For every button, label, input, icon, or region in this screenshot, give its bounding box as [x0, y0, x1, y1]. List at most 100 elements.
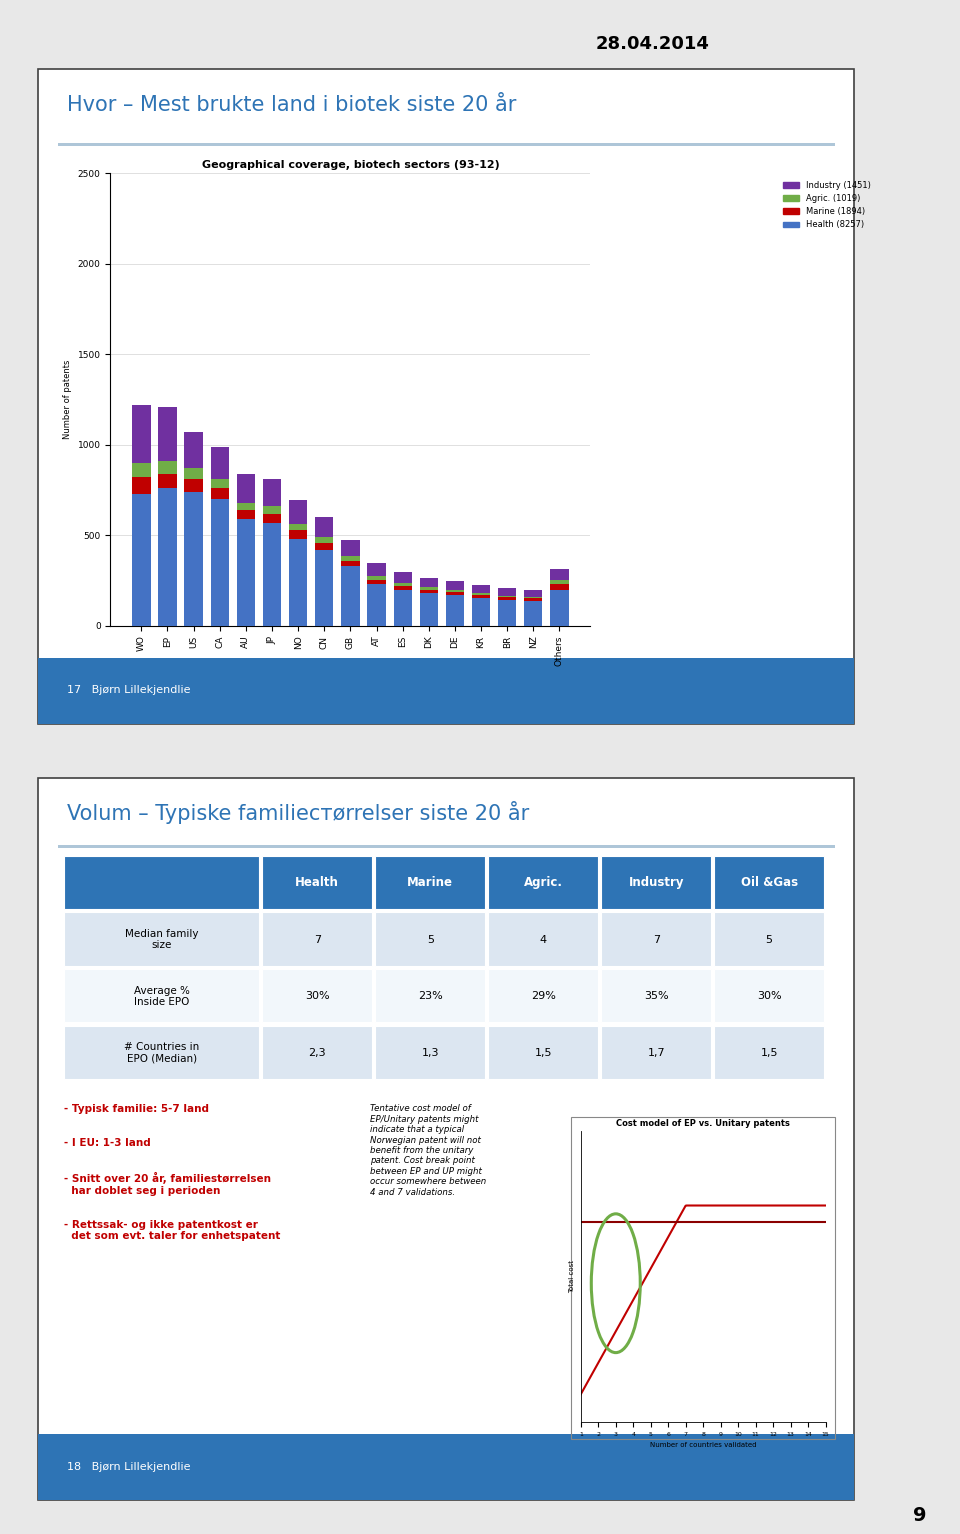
Bar: [341, 561, 360, 566]
Bar: [394, 583, 412, 586]
Bar: [64, 913, 259, 966]
Bar: [263, 523, 281, 626]
Text: - Snitt over 20 år, familiestørrelsen
  har doblet seg i perioden: - Snitt over 20 år, familiestørrelsen ha…: [64, 1172, 272, 1195]
Text: Marine: Marine: [407, 876, 453, 890]
Bar: [64, 1026, 259, 1080]
Text: 7: 7: [314, 934, 321, 945]
Bar: [445, 581, 464, 591]
Text: - I EU: 1-3 land: - I EU: 1-3 land: [64, 1138, 151, 1149]
Bar: [489, 1026, 598, 1080]
Bar: [394, 589, 412, 626]
Bar: [262, 856, 372, 910]
Bar: [394, 572, 412, 583]
Text: # Countries in
EPO (Median): # Countries in EPO (Median): [124, 1042, 200, 1065]
Bar: [132, 494, 151, 626]
Bar: [289, 538, 307, 626]
Y-axis label: Total cost: Total cost: [569, 1259, 575, 1293]
Bar: [714, 969, 824, 1023]
Bar: [64, 856, 259, 910]
Text: - Typisk familie: 5-7 land: - Typisk familie: 5-7 land: [64, 1104, 209, 1115]
Text: 4: 4: [540, 934, 547, 945]
Text: 23%: 23%: [418, 991, 443, 1002]
Bar: [375, 1026, 485, 1080]
Bar: [341, 540, 360, 557]
Text: 7: 7: [653, 934, 660, 945]
Bar: [237, 474, 255, 503]
Bar: [375, 969, 485, 1023]
Text: 5: 5: [427, 934, 434, 945]
Bar: [237, 503, 255, 509]
Bar: [237, 518, 255, 626]
Text: 1,5: 1,5: [760, 1048, 778, 1058]
Bar: [289, 529, 307, 538]
Text: 35%: 35%: [644, 991, 668, 1002]
Text: Health: Health: [296, 876, 339, 890]
Bar: [420, 591, 438, 594]
Text: 9: 9: [913, 1506, 926, 1525]
Text: 2,3: 2,3: [308, 1048, 326, 1058]
Text: 17   Bjørn Lillekjendlie: 17 Bjørn Lillekjendlie: [67, 686, 191, 695]
Bar: [524, 597, 542, 598]
Text: 1,5: 1,5: [535, 1048, 552, 1058]
Bar: [210, 499, 228, 626]
Title: Geographical coverage, biotech sectors (93-12): Geographical coverage, biotech sectors (…: [202, 160, 499, 170]
Bar: [237, 509, 255, 518]
Bar: [601, 969, 711, 1023]
Bar: [445, 595, 464, 626]
Bar: [315, 543, 333, 549]
Text: Industry: Industry: [629, 876, 684, 890]
Bar: [132, 463, 151, 477]
Bar: [601, 856, 711, 910]
Legend: Industry (1451), Agric. (1019), Marine (1894), Health (8257): Industry (1451), Agric. (1019), Marine (…: [780, 178, 875, 233]
Bar: [158, 488, 177, 626]
Text: - Rettssak- og ikke patentkost er
  det som evt. taler for enhetspatent: - Rettssak- og ikke patentkost er det so…: [64, 1220, 280, 1241]
Text: Agric.: Agric.: [524, 876, 563, 890]
Bar: [158, 462, 177, 474]
Bar: [263, 506, 281, 514]
Bar: [445, 592, 464, 595]
Bar: [550, 584, 568, 589]
X-axis label: Number of countries validated: Number of countries validated: [650, 1442, 756, 1448]
Text: 30%: 30%: [305, 991, 329, 1002]
Bar: [368, 580, 386, 584]
Text: 5: 5: [766, 934, 773, 945]
Text: 1,3: 1,3: [421, 1048, 439, 1058]
Bar: [58, 845, 835, 848]
Bar: [394, 586, 412, 589]
Bar: [472, 584, 491, 594]
Bar: [158, 474, 177, 488]
Bar: [714, 913, 824, 966]
Bar: [714, 1026, 824, 1080]
Text: Oil &Gas: Oil &Gas: [740, 876, 798, 890]
Text: 28.04.2014: 28.04.2014: [595, 35, 709, 54]
Bar: [524, 589, 542, 597]
Text: Tentative cost model of
EP/Unitary patents might
indicate that a typical
Norwegi: Tentative cost model of EP/Unitary paten…: [370, 1104, 486, 1197]
Bar: [550, 589, 568, 626]
Bar: [58, 143, 835, 146]
Bar: [38, 778, 854, 1500]
Bar: [184, 492, 203, 626]
Bar: [368, 563, 386, 577]
Text: Volum – Typiske familiестørrelser siste 20 år: Volum – Typiske familiестørrelser siste …: [67, 801, 530, 824]
Bar: [262, 969, 372, 1023]
Bar: [489, 913, 598, 966]
Bar: [262, 1026, 372, 1080]
Bar: [38, 658, 854, 724]
Bar: [210, 446, 228, 479]
Bar: [498, 597, 516, 600]
Bar: [132, 477, 151, 494]
Bar: [445, 591, 464, 592]
Bar: [184, 479, 203, 492]
Bar: [489, 856, 598, 910]
Bar: [420, 577, 438, 588]
Bar: [289, 500, 307, 523]
Bar: [262, 913, 372, 966]
Text: Median family
size: Median family size: [125, 928, 199, 951]
Bar: [375, 856, 485, 910]
Bar: [498, 589, 516, 595]
Text: Average %
Inside EPO: Average % Inside EPO: [133, 985, 189, 1008]
Bar: [420, 588, 438, 591]
Bar: [550, 580, 568, 584]
Bar: [158, 407, 177, 462]
Bar: [375, 913, 485, 966]
